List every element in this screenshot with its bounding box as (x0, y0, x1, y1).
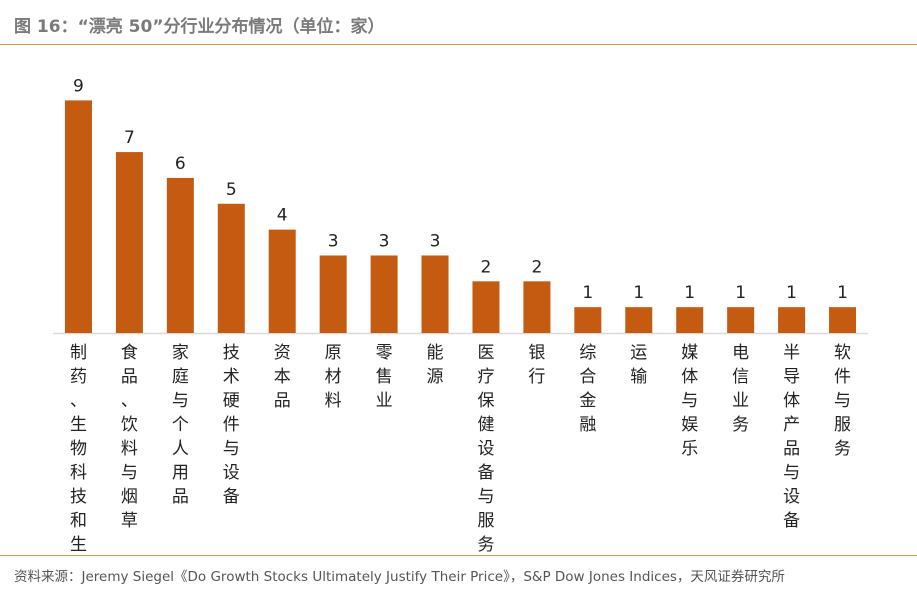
data-label-8: 3 (430, 231, 441, 251)
data-label-14: 1 (735, 283, 746, 303)
bar-14 (727, 307, 755, 333)
category-label-3: 家庭与个人用品 (172, 343, 189, 507)
data-label-2: 7 (124, 128, 135, 148)
bar-9 (472, 281, 500, 333)
data-label-11: 1 (582, 283, 593, 303)
category-label-2: 食品、饮料与烟草 (121, 343, 138, 531)
data-label-10: 2 (531, 257, 542, 277)
category-label-14: 电信业务 (732, 343, 749, 435)
category-label-9: 医疗保健设备与服务 (477, 343, 494, 555)
bar-8 (421, 255, 449, 333)
bar-11 (574, 307, 602, 333)
bar-3 (166, 177, 194, 333)
title-divider (0, 44, 917, 45)
category-label-6: 原材料 (325, 343, 342, 411)
source-divider (0, 555, 917, 556)
bar-1 (64, 100, 92, 334)
category-label-8: 能源 (427, 343, 444, 387)
category-label-4: 技术硬件与设备 (223, 343, 240, 507)
data-label-13: 1 (684, 283, 695, 303)
bar-10 (523, 281, 551, 333)
category-label-11: 综合金融 (579, 343, 596, 435)
source-note: 资料来源：Jeremy Siegel《Do Growth Stocks Ulti… (14, 569, 785, 585)
data-label-5: 4 (277, 206, 288, 226)
category-label-15: 半导体产品与设备 (783, 343, 800, 531)
data-label-6: 3 (328, 231, 339, 251)
data-label-9: 2 (481, 257, 492, 277)
bar-15 (778, 307, 806, 333)
data-label-7: 3 (379, 231, 390, 251)
data-label-3: 6 (175, 154, 186, 174)
bar-13 (676, 307, 704, 333)
data-label-12: 1 (633, 283, 644, 303)
bar-5 (268, 229, 296, 333)
category-label-12: 运输 (630, 343, 647, 387)
bar-chart: 9 制药、生物科技和生… 7 食品、饮料与烟草 6 家庭与个人用品 5 技术硬件与设备 4 资本品… (53, 76, 868, 555)
data-label-1: 9 (73, 76, 84, 96)
category-label-13: 媒体与娱乐 (681, 343, 698, 459)
chart-title: 图 16：“漂亮 50”分行业分布情况（单位：家） (14, 17, 385, 37)
category-label-7: 零售业 (376, 343, 393, 411)
category-label-10: 银行 (528, 343, 545, 387)
category-label-5: 资本品 (274, 343, 291, 411)
category-label-1: 制药、生物科技和生… (70, 343, 87, 555)
bar-7 (370, 255, 398, 333)
category-label-16: 软件与服务 (834, 343, 851, 459)
bar-16 (829, 307, 857, 333)
data-label-15: 1 (786, 283, 797, 303)
bar-2 (115, 152, 143, 333)
data-label-4: 5 (226, 180, 237, 200)
bar-12 (625, 307, 653, 333)
bar-4 (217, 203, 245, 333)
bar-6 (319, 255, 347, 333)
data-label-16: 1 (837, 283, 848, 303)
